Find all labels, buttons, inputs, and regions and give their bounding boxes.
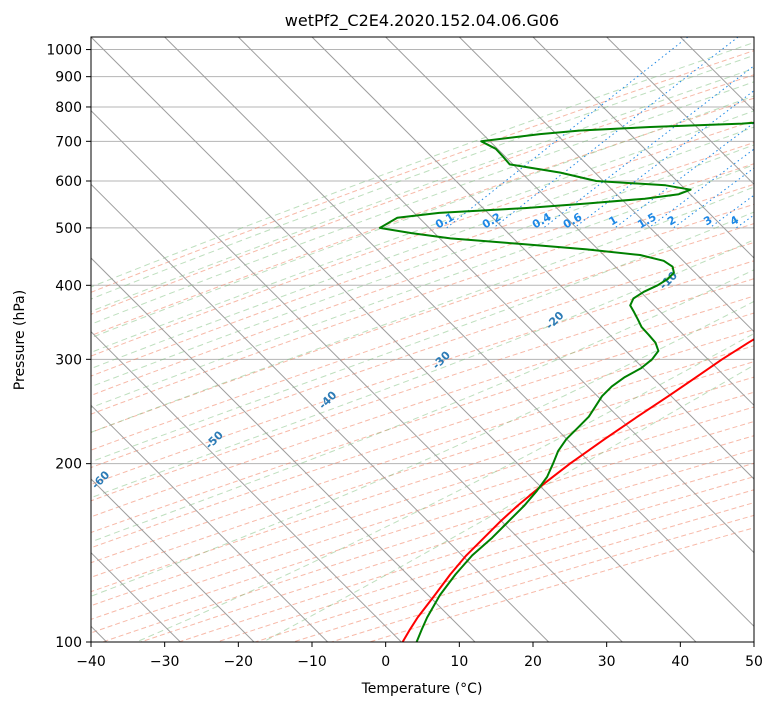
y-axis-title: Pressure (hPa) xyxy=(12,290,28,390)
isotherm-line xyxy=(458,37,754,333)
isotherm-line xyxy=(91,183,550,642)
x-tick-label: −40 xyxy=(76,654,106,670)
isotherm-line xyxy=(164,37,754,628)
dry-adiabat-line xyxy=(91,50,754,293)
isotherm-line xyxy=(606,37,754,186)
isotherm-line xyxy=(532,37,754,259)
moist-adiabat-line xyxy=(91,81,754,325)
moist-adiabat-line xyxy=(91,67,754,312)
temperature-profile xyxy=(401,338,754,642)
moist-adiabat-line xyxy=(91,164,754,409)
y-tick-label: 1000 xyxy=(46,43,82,59)
x-tick-label: 10 xyxy=(450,654,468,670)
moist-adiabat-line xyxy=(91,144,754,388)
dewpoint-profile xyxy=(378,121,754,642)
moist-adiabat-line xyxy=(91,186,754,433)
dry-adiabat-line xyxy=(91,260,754,485)
background-grid xyxy=(91,37,754,642)
dry-adiabat-line xyxy=(91,163,754,396)
y-tick-label: 800 xyxy=(55,100,82,116)
x-tick-label: 30 xyxy=(598,654,616,670)
adiabat-labels: 0.10.20.40.611.52346810131620253036-100-… xyxy=(91,210,741,491)
chart-title: wetPf2_C2E4.2020.152.04.06.G06 xyxy=(285,11,559,31)
y-tick-label: 200 xyxy=(55,457,82,473)
isotherm-line xyxy=(91,109,623,642)
y-tick-label: 100 xyxy=(55,635,82,651)
y-tick-label: 500 xyxy=(55,221,82,237)
sounding-profiles xyxy=(378,121,754,642)
mixing-ratio-line xyxy=(573,90,754,229)
moist-adiabat-line xyxy=(262,364,754,642)
x-tick-label: 20 xyxy=(524,654,542,670)
isotherm-line xyxy=(237,37,754,554)
isotherm-line xyxy=(385,37,754,407)
dry-adiabat-line xyxy=(91,345,754,564)
mixing-ratio-line xyxy=(648,148,754,229)
mixing-ratio-line xyxy=(446,37,689,229)
y-tick-label: 600 xyxy=(55,174,82,190)
dry-adiabat-line xyxy=(91,223,754,451)
moist-adiabat-line xyxy=(91,110,754,353)
moist-adiabat-line xyxy=(136,332,754,642)
y-tick-label: 400 xyxy=(55,278,82,294)
moist-adiabat-line xyxy=(91,95,754,339)
x-tick-label: −20 xyxy=(224,654,254,670)
mixing-ratio-line xyxy=(493,37,739,229)
x-axis-title: Temperature (°C) xyxy=(361,681,483,697)
y-tick-label: 900 xyxy=(55,70,82,86)
dry-adiabat-line xyxy=(91,376,754,593)
dry-adiabat-line xyxy=(91,97,754,337)
isotherm-line xyxy=(91,404,329,642)
isotherm-line xyxy=(311,37,754,480)
dry-adiabat-line xyxy=(91,142,754,377)
dry-adiabat-line xyxy=(91,391,754,607)
x-tick-label: −30 xyxy=(150,654,180,670)
y-tick-label: 700 xyxy=(55,134,82,150)
dry-adiabat-line xyxy=(91,312,754,534)
mixing-ratio-line xyxy=(673,167,754,229)
moist-adiabat-line xyxy=(91,126,754,370)
moist-adiabat-line xyxy=(91,211,754,463)
x-tick-label: 40 xyxy=(671,654,689,670)
axes: −40 −30 −20 −10 0 10 20 30 40 50 100 200 300 400 500 60… xyxy=(46,43,763,670)
dry-adiabat-line xyxy=(91,329,754,549)
isotherm-line xyxy=(91,37,697,642)
dry-adiabat-line xyxy=(91,295,754,518)
dry-adiabat-line xyxy=(91,278,754,502)
isotherm-line xyxy=(91,478,255,642)
x-tick-label: 0 xyxy=(381,654,390,670)
isotherm-line xyxy=(91,257,476,642)
isotherm-line xyxy=(91,330,402,642)
x-tick-label: −10 xyxy=(297,654,327,670)
plot-frame xyxy=(90,36,755,643)
x-tick-label: 50 xyxy=(745,654,763,670)
moist-adiabat-line xyxy=(91,54,754,300)
y-tick-label: 300 xyxy=(55,352,82,368)
dry-adiabat-line xyxy=(91,241,754,469)
